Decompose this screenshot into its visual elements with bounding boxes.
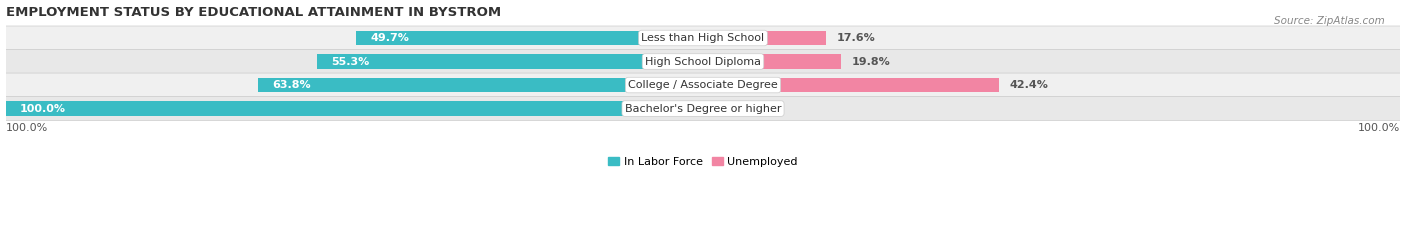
Bar — [6, 101, 703, 116]
Text: 100.0%: 100.0% — [20, 103, 66, 113]
Text: 0.0%: 0.0% — [713, 103, 744, 113]
FancyBboxPatch shape — [6, 26, 1400, 50]
Text: 17.6%: 17.6% — [837, 33, 875, 43]
Text: 49.7%: 49.7% — [370, 33, 409, 43]
Bar — [259, 78, 703, 92]
Text: 100.0%: 100.0% — [1358, 123, 1400, 133]
Text: 63.8%: 63.8% — [271, 80, 311, 90]
Text: EMPLOYMENT STATUS BY EDUCATIONAL ATTAINMENT IN BYSTROM: EMPLOYMENT STATUS BY EDUCATIONAL ATTAINM… — [6, 6, 501, 19]
Text: 100.0%: 100.0% — [6, 123, 48, 133]
FancyBboxPatch shape — [6, 96, 1400, 120]
Text: 42.4%: 42.4% — [1010, 80, 1047, 90]
Text: College / Associate Degree: College / Associate Degree — [628, 80, 778, 90]
Text: Bachelor's Degree or higher: Bachelor's Degree or higher — [624, 103, 782, 113]
Bar — [703, 78, 998, 92]
Text: 55.3%: 55.3% — [332, 57, 370, 67]
Text: High School Diploma: High School Diploma — [645, 57, 761, 67]
Bar — [356, 31, 703, 45]
Legend: In Labor Force, Unemployed: In Labor Force, Unemployed — [603, 152, 803, 171]
Bar — [318, 54, 703, 69]
Bar — [703, 31, 825, 45]
Text: 19.8%: 19.8% — [852, 57, 890, 67]
Bar — [703, 54, 841, 69]
Text: Source: ZipAtlas.com: Source: ZipAtlas.com — [1274, 16, 1385, 26]
FancyBboxPatch shape — [6, 73, 1400, 97]
FancyBboxPatch shape — [6, 50, 1400, 74]
Text: Less than High School: Less than High School — [641, 33, 765, 43]
